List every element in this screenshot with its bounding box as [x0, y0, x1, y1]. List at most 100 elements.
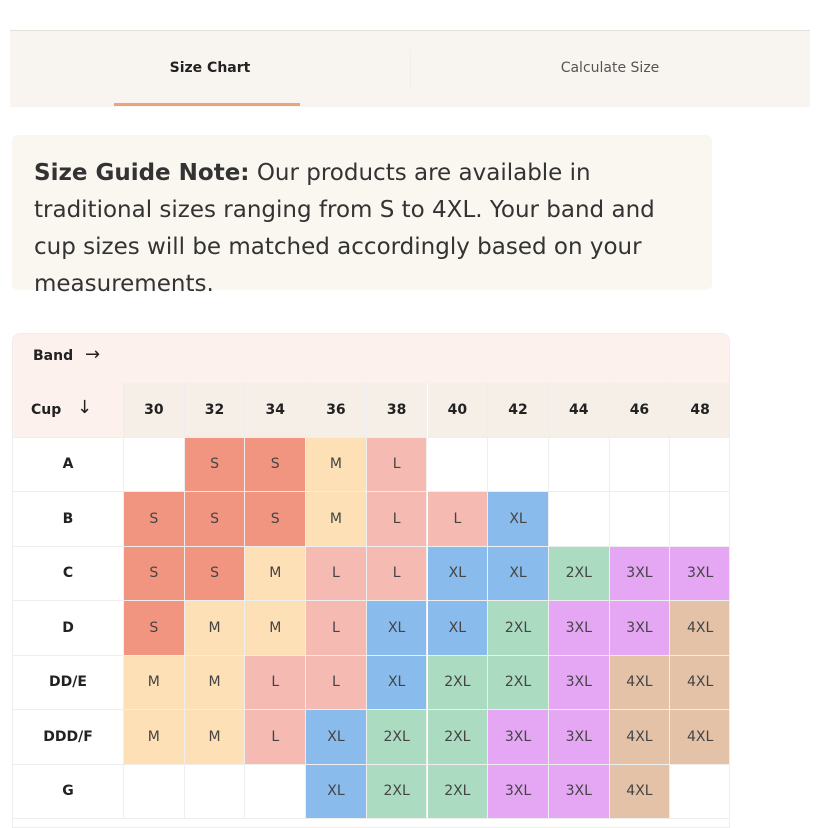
- size-cell: XL: [427, 546, 489, 601]
- size-cell: M: [184, 655, 246, 710]
- cup-size: D: [13, 601, 124, 656]
- size-cell: [124, 437, 185, 492]
- size-cell: M: [306, 492, 367, 547]
- size-cell: 2XL: [427, 764, 489, 819]
- size-cell: M: [245, 601, 307, 656]
- size-cell: [548, 437, 610, 492]
- band-label: Band: [33, 348, 74, 364]
- tab-bar: Size Chart Calculate Size: [10, 30, 810, 107]
- size-cell: L: [245, 710, 307, 765]
- size-cell: L: [306, 655, 367, 710]
- size-cell: L: [306, 601, 367, 656]
- cup-size: DD/E: [13, 655, 124, 710]
- tab[interactable]: Calculate Size: [560, 60, 660, 76]
- tab-underline: [114, 103, 300, 106]
- size-cell: 4XL: [609, 655, 671, 710]
- size-cell: [670, 492, 729, 547]
- size-cell: XL: [306, 710, 367, 765]
- size-cell: M: [124, 710, 185, 765]
- size-cell: 3XL: [548, 764, 610, 819]
- size-cell: 2XL: [548, 546, 610, 601]
- size-cell: XL: [366, 655, 428, 710]
- size-cell: M: [184, 601, 246, 656]
- size-cell: L: [306, 546, 367, 601]
- cup-label: Cup: [13, 383, 124, 438]
- size-cell: [548, 492, 610, 547]
- tab[interactable]: Size Chart: [169, 60, 251, 76]
- size-cell: S: [184, 492, 246, 547]
- size-table: Band → Cup ↓ 30 32 34 36 38 40 42 44 46 48 A S S M L B S S S M L…: [12, 333, 730, 828]
- cup-size: G: [13, 764, 124, 819]
- size-cell: 3XL: [609, 601, 671, 656]
- size-cell: S: [124, 546, 185, 601]
- size-cell: 2XL: [488, 601, 549, 656]
- band-size: 48: [670, 383, 729, 438]
- size-cell: 2XL: [427, 710, 489, 765]
- size-cell: L: [366, 546, 428, 601]
- band-size: 40: [427, 383, 489, 438]
- size-cell: 4XL: [609, 764, 671, 819]
- size-cell: M: [184, 710, 246, 765]
- size-cell: [609, 492, 671, 547]
- size-cell: S: [184, 546, 246, 601]
- size-cell: 2XL: [427, 655, 489, 710]
- size-cell: M: [124, 655, 185, 710]
- size-cell: [670, 437, 729, 492]
- size-cell: XL: [488, 492, 549, 547]
- size-cell: 4XL: [670, 710, 729, 765]
- band-size: 38: [366, 383, 428, 438]
- size-cell: L: [427, 492, 489, 547]
- size-cell: 3XL: [548, 655, 610, 710]
- band-size: 46: [609, 383, 671, 438]
- size-cell: S: [124, 492, 185, 547]
- size-cell: XL: [427, 601, 489, 656]
- size-cell: [670, 764, 729, 819]
- size-cell: S: [124, 601, 185, 656]
- size-cell: 3XL: [488, 710, 549, 765]
- cup-size: C: [13, 546, 124, 601]
- note-text: Our products are available in traditiona…: [34, 160, 655, 297]
- size-cell: M: [306, 437, 367, 492]
- size-cell: 2XL: [366, 710, 428, 765]
- band-size: 36: [306, 383, 367, 438]
- size-cell: [245, 764, 307, 819]
- size-cell: 4XL: [670, 601, 729, 656]
- size-cell: [124, 764, 185, 819]
- size-cell: [427, 437, 489, 492]
- size-cell: 3XL: [488, 764, 549, 819]
- size-cell: 3XL: [548, 601, 610, 656]
- size-cell: S: [184, 437, 246, 492]
- size-cell: M: [245, 546, 307, 601]
- cup-arrow: ↓: [77, 397, 93, 418]
- size-cell: L: [245, 655, 307, 710]
- size-cell: 2XL: [366, 764, 428, 819]
- size-cell: S: [245, 437, 307, 492]
- note-lead: Size Guide Note:: [34, 160, 250, 186]
- size-note: Size Guide Note: Our products are availa…: [12, 135, 712, 297]
- size-cell: 3XL: [609, 546, 671, 601]
- band-arrow: →: [85, 344, 101, 365]
- band-size: 34: [245, 383, 307, 438]
- size-cell: XL: [306, 764, 367, 819]
- band-size: 44: [548, 383, 610, 438]
- band-size: 32: [184, 383, 246, 438]
- size-cell: L: [366, 492, 428, 547]
- cup-size: DDD/F: [13, 710, 124, 765]
- size-cell: [184, 764, 246, 819]
- size-cell: L: [366, 437, 428, 492]
- size-cell: XL: [366, 601, 428, 656]
- band-header: [13, 334, 729, 383]
- cup-size: B: [13, 492, 124, 547]
- size-cell: [488, 437, 549, 492]
- band-size: 42: [488, 383, 549, 438]
- size-cell: 3XL: [670, 546, 729, 601]
- size-cell: S: [245, 492, 307, 547]
- cup-size: A: [13, 437, 124, 492]
- size-cell: 4XL: [670, 655, 729, 710]
- tab-divider: [410, 51, 411, 87]
- size-cell: XL: [488, 546, 549, 601]
- band-size: 30: [124, 383, 185, 438]
- size-cell: 2XL: [488, 655, 549, 710]
- size-cell: 3XL: [548, 710, 610, 765]
